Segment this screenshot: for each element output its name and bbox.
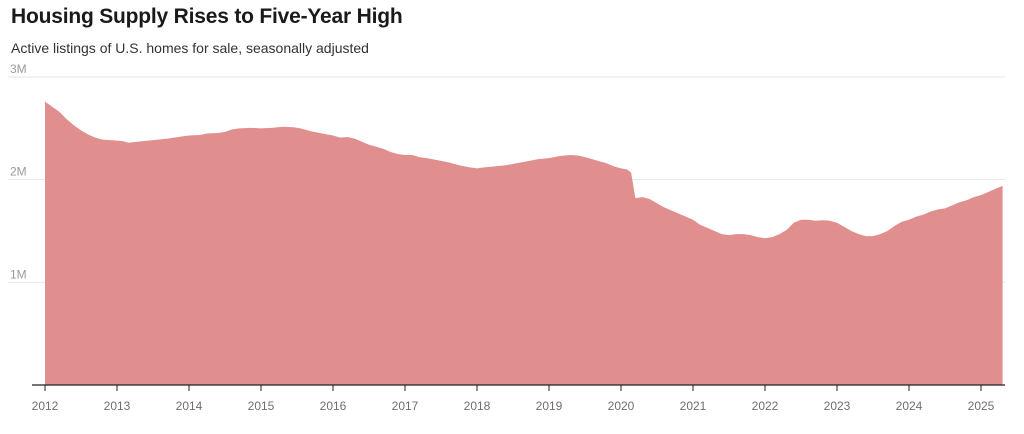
x-tick-label: 2012 [32, 399, 59, 413]
chart-subtitle: Active listings of U.S. homes for sale, … [11, 40, 369, 56]
x-tick-label: 2016 [320, 399, 347, 413]
chart-title: Housing Supply Rises to Five-Year High [11, 5, 403, 28]
x-tick-label: 2024 [896, 399, 923, 413]
x-tick-label: 2014 [176, 399, 203, 413]
x-tick-label: 2015 [248, 399, 275, 413]
y-tick-label: 2M [10, 165, 27, 179]
x-axis [32, 384, 1005, 391]
x-tick-label: 2019 [536, 399, 563, 413]
x-tick-label: 2020 [608, 399, 635, 413]
x-tick-label: 2017 [392, 399, 419, 413]
x-tick-label: 2021 [680, 399, 707, 413]
x-tick-label: 2018 [464, 399, 491, 413]
series-area-group [45, 101, 1003, 385]
series-area [45, 101, 1003, 385]
x-tick-label: 2025 [968, 399, 995, 413]
x-tick-label: 2013 [104, 399, 131, 413]
y-tick-label: 1M [10, 267, 27, 281]
y-tick-label: 3M [10, 62, 27, 76]
x-tick-label: 2022 [752, 399, 779, 413]
y-axis-tick-labels: 1M 2M 3M [10, 62, 27, 281]
x-axis-tick-labels: 2012 2013 2014 2015 2016 2017 2018 2019 2020 2021… [32, 399, 995, 413]
x-tick-label: 2023 [824, 399, 851, 413]
